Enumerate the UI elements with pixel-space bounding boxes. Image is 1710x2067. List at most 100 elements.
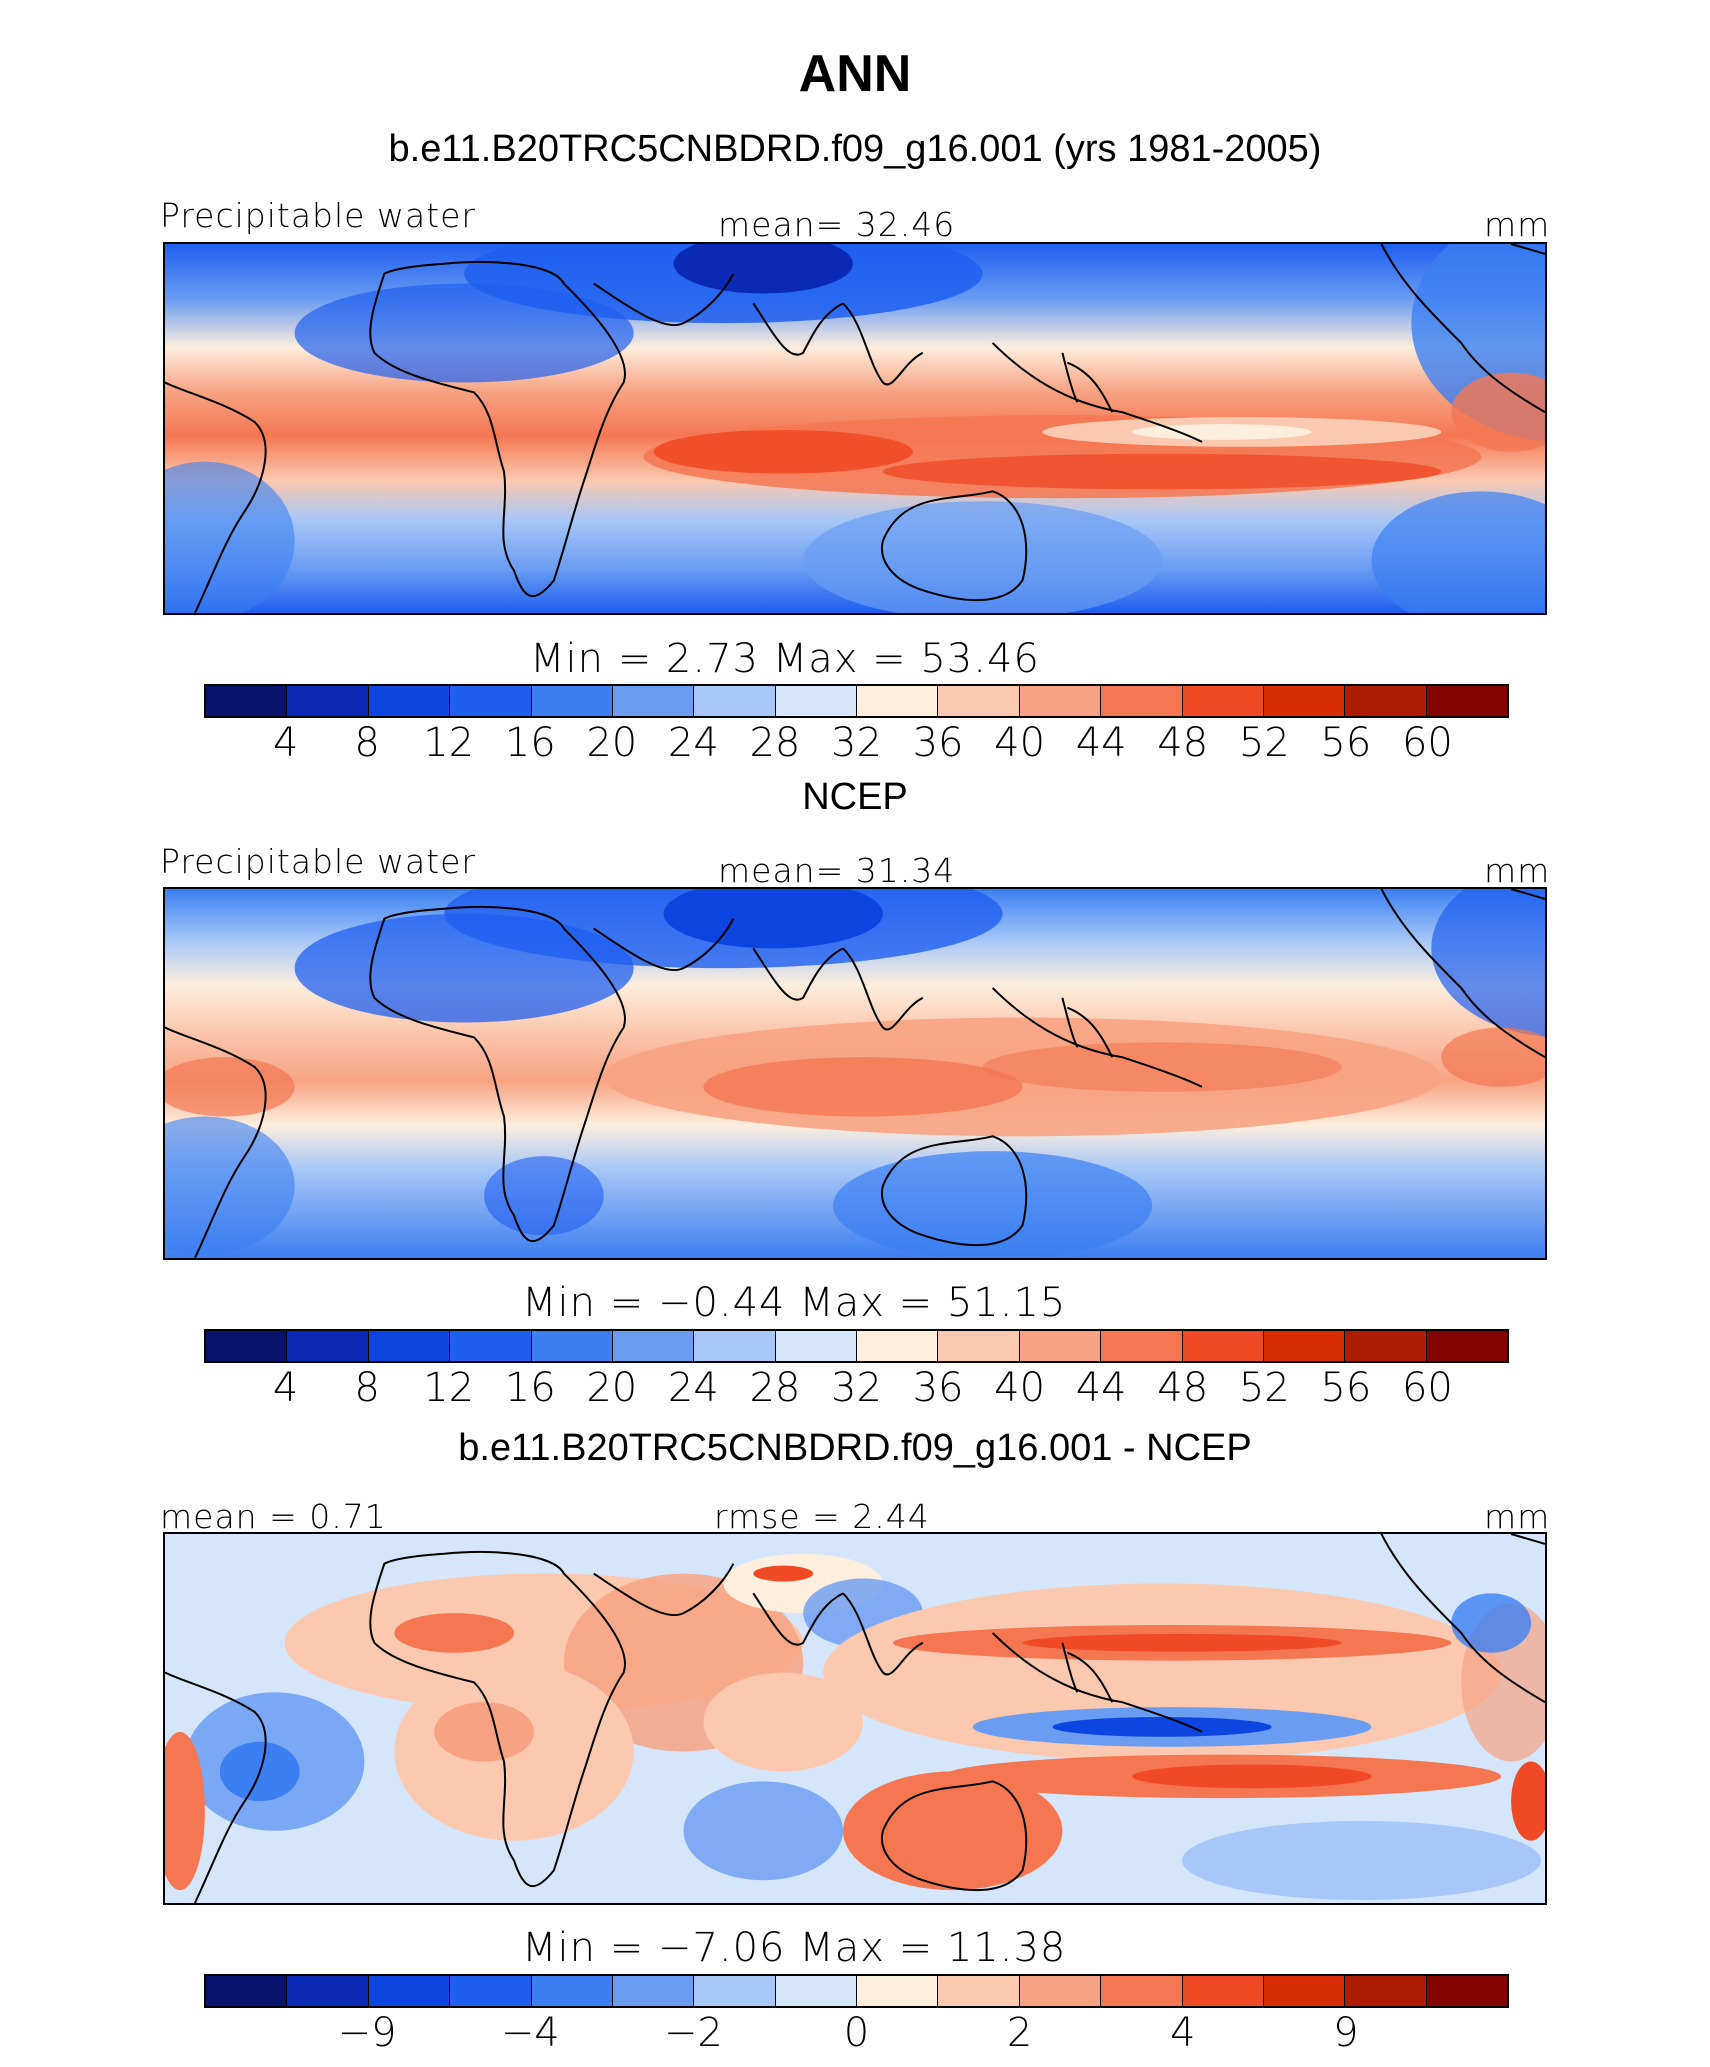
- panel-diff-colorbar: [204, 1974, 1509, 2008]
- panel-model-colorbar: [204, 684, 1509, 718]
- colorbar-tick-label: 28: [749, 1365, 801, 1411]
- colorbar-swatch: [1345, 1976, 1427, 2006]
- colorbar-swatch: [775, 1976, 857, 2006]
- colorbar-swatch: [1263, 1331, 1346, 1361]
- panel-model-map: [163, 242, 1547, 615]
- colorbar-swatch: [1019, 1976, 1102, 2006]
- colorbar-swatch: [1345, 1331, 1427, 1361]
- colorbar-tick-label: 4: [1170, 2010, 1196, 2056]
- colorbar-tick-label: 32: [831, 720, 882, 766]
- colorbar-swatch: [938, 1331, 1020, 1361]
- colorbar-tick-label: 20: [586, 720, 638, 766]
- colorbar-swatch: [1182, 1331, 1264, 1361]
- colorbar-swatch: [612, 686, 695, 716]
- panel-model-units: mm: [1484, 205, 1551, 244]
- colorbar-tick-label: 0: [843, 2010, 870, 2056]
- colorbar-tick-label: 16: [504, 1365, 556, 1411]
- panel-obs-map: [163, 887, 1547, 1260]
- colorbar-tick-label: 36: [912, 720, 964, 766]
- colorbar-swatch: [1182, 686, 1264, 716]
- panel-obs-coastlines: [165, 889, 1545, 1258]
- colorbar-swatch: [1263, 686, 1346, 716]
- figure-title: ANN: [798, 45, 912, 103]
- colorbar-tick-label: 36: [912, 1365, 964, 1411]
- colorbar-tick-label: 40: [994, 720, 1046, 766]
- colorbar-swatch: [531, 1331, 613, 1361]
- colorbar-tick-label: 52: [1238, 720, 1290, 766]
- colorbar-swatch: [1019, 686, 1102, 716]
- colorbar-swatch: [368, 686, 451, 716]
- panel-diff-units: mm: [1484, 1497, 1551, 1536]
- colorbar-swatch: [206, 1976, 288, 2006]
- colorbar-swatch: [450, 1976, 532, 2006]
- colorbar-swatch: [1426, 1976, 1507, 2006]
- colorbar-swatch: [531, 1976, 613, 2006]
- colorbar-swatch: [1345, 686, 1427, 716]
- panel-obs-field-patches: [165, 889, 1545, 1258]
- colorbar-swatch: [450, 1331, 532, 1361]
- panel-obs-minmax: Min = −0.44 Max = 51.15: [522, 1280, 1067, 1326]
- panel-diff-mean-label: mean = 0.71: [160, 1497, 387, 1536]
- colorbar-tick-label: 56: [1320, 1365, 1372, 1411]
- colorbar-swatch: [857, 686, 939, 716]
- colorbar-tick-label: 8: [354, 720, 380, 766]
- colorbar-swatch: [1019, 1331, 1102, 1361]
- panel-model-variable-label: Precipitable water: [160, 196, 476, 235]
- colorbar-swatch: [938, 1976, 1020, 2006]
- panel-model-heading: b.e11.B20TRC5CNBDRD.f09_g16.001 (yrs 198…: [388, 128, 1322, 170]
- panel-diff-field-patches: [165, 1553, 1545, 1901]
- colorbar-tick-label: 56: [1320, 720, 1372, 766]
- panel-diff-heading: b.e11.B20TRC5CNBDRD.f09_g16.001 - NCEP: [458, 1427, 1252, 1469]
- colorbar-swatch: [206, 1331, 288, 1361]
- colorbar-tick-label: 4: [272, 1365, 299, 1411]
- colorbar-swatch: [694, 1331, 776, 1361]
- colorbar-tick-label: 9: [1333, 2010, 1359, 2056]
- colorbar-swatch: [857, 1976, 939, 2006]
- colorbar-tick-label: 32: [831, 1365, 882, 1411]
- colorbar-tick-label: 12: [423, 1365, 475, 1411]
- panel-obs-units: mm: [1484, 851, 1551, 890]
- colorbar-swatch: [1263, 1976, 1346, 2006]
- colorbar-swatch: [287, 686, 369, 716]
- panel-model-field-patches: [165, 244, 1545, 613]
- colorbar-swatch: [694, 1976, 776, 2006]
- colorbar-tick-label: 8: [354, 1365, 380, 1411]
- colorbar-swatch: [938, 686, 1020, 716]
- panel-obs-variable-label: Precipitable water: [160, 842, 476, 881]
- colorbar-swatch: [450, 686, 532, 716]
- colorbar-swatch: [775, 1331, 857, 1361]
- colorbar-tick-label: −2: [663, 2010, 723, 2056]
- colorbar-tick-label: 44: [1075, 1365, 1127, 1411]
- colorbar-tick-label: 16: [504, 720, 556, 766]
- colorbar-swatch: [1426, 1331, 1507, 1361]
- colorbar-tick-label: 24: [667, 1365, 719, 1411]
- colorbar-swatch: [368, 1331, 451, 1361]
- colorbar-swatch: [612, 1976, 695, 2006]
- panel-diff-coastlines: [165, 1534, 1545, 1903]
- colorbar-swatch: [287, 1331, 369, 1361]
- colorbar-tick-label: 60: [1401, 720, 1453, 766]
- colorbar-tick-label: −4: [500, 2010, 560, 2056]
- colorbar-swatch: [1426, 686, 1507, 716]
- colorbar-swatch: [1101, 1976, 1183, 2006]
- colorbar-tick-label: 24: [667, 720, 719, 766]
- colorbar-swatch: [775, 686, 857, 716]
- panel-model-minmax: Min = 2.73 Max = 53.46: [530, 636, 1040, 682]
- colorbar-swatch: [1101, 686, 1183, 716]
- panel-model-coastlines: [165, 244, 1545, 613]
- panel-obs-mean-label: mean= 31.34: [718, 851, 956, 890]
- colorbar-swatch: [531, 686, 613, 716]
- colorbar-tick-label: 48: [1157, 720, 1209, 766]
- panel-diff-rmse-label: rmse = 2.44: [714, 1497, 930, 1536]
- panel-model-mean-label: mean= 32.46: [718, 205, 956, 244]
- colorbar-tick-label: 28: [749, 720, 801, 766]
- colorbar-swatch: [1101, 1331, 1183, 1361]
- colorbar-tick-label: 44: [1075, 720, 1127, 766]
- colorbar-swatch: [287, 1976, 369, 2006]
- colorbar-tick-label: 48: [1157, 1365, 1209, 1411]
- colorbar-tick-label: 52: [1238, 1365, 1290, 1411]
- colorbar-tick-label: −9: [337, 2010, 397, 2056]
- colorbar-tick-label: 60: [1401, 1365, 1453, 1411]
- panel-obs-heading: NCEP: [802, 776, 908, 818]
- panel-diff-minmax: Min = −7.06 Max = 11.38: [522, 1925, 1067, 1971]
